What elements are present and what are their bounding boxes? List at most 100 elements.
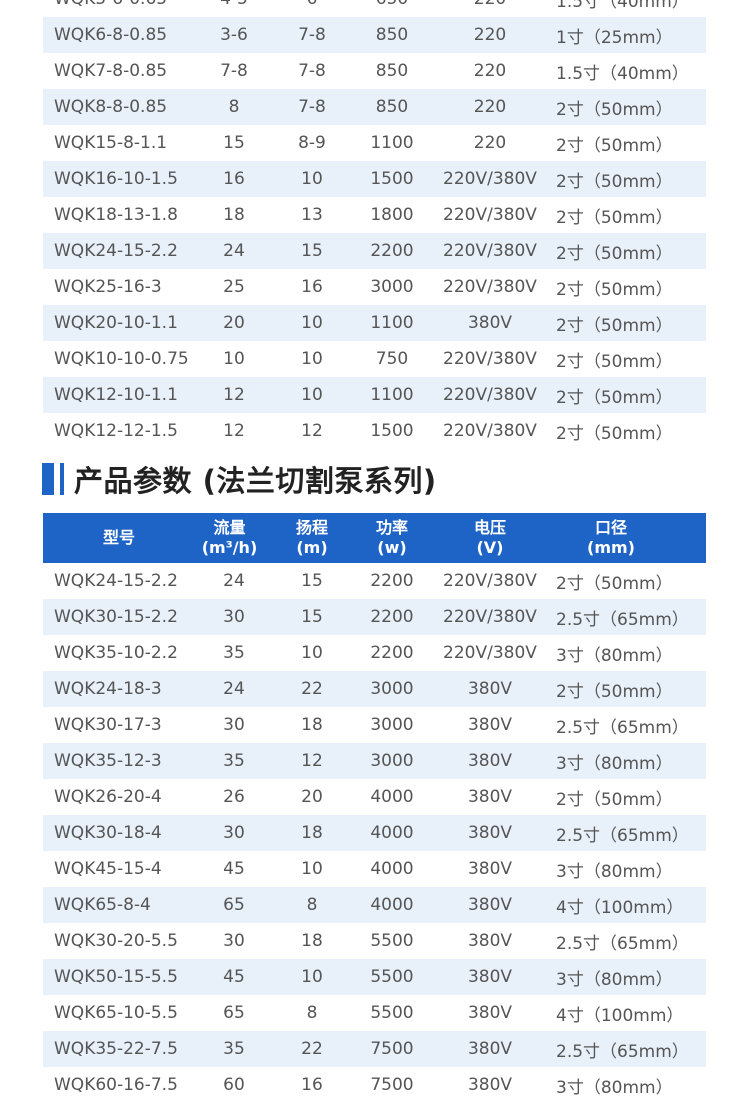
cell-power: 1100 <box>370 313 414 333</box>
cell-caliber: 2寸（50mm） <box>556 171 673 192</box>
cell-head: 10 <box>301 385 323 405</box>
cell-flow: 24 <box>223 571 245 591</box>
section-title: 产品参数 (法兰切割泵系列) <box>74 464 437 498</box>
cell-caliber: 2寸（50mm） <box>556 207 673 228</box>
cell-flow: 35 <box>223 1039 245 1059</box>
table-header-row: 型号 流量 (m³/h) 扬程 (m) 功率 (w) 电压 (V) 口径 (mm) <box>43 513 706 563</box>
cell-power: 4000 <box>370 823 414 843</box>
header-head: 扬程 (m) <box>295 518 328 557</box>
cell-power: 4000 <box>370 895 414 915</box>
table-row: WQK26-20-4 26 20 4000 380V 2寸（50mm） <box>43 779 706 815</box>
table-row: WQK35-22-7.5 35 22 7500 380V 2.5寸（65mm） <box>43 1031 706 1067</box>
cell-flow: 25 <box>223 277 245 297</box>
cell-head: 12 <box>301 421 323 441</box>
cell-model: WQK16-10-1.5 <box>54 169 178 189</box>
cell-caliber: 2寸（50mm） <box>556 573 673 594</box>
cell-head: 10 <box>301 859 323 879</box>
cell-head: 12 <box>301 751 323 771</box>
cell-caliber: 2寸（50mm） <box>556 789 673 810</box>
cell-power: 1500 <box>370 421 414 441</box>
cell-voltage: 380V <box>467 1039 513 1059</box>
cell-flow: 12 <box>223 385 245 405</box>
cell-power: 5500 <box>370 967 414 987</box>
table-row: WQK16-10-1.5 16 10 1500 220V/380V 2寸（50mm） <box>43 161 706 197</box>
cell-head: 18 <box>301 931 323 951</box>
cell-head: 8-9 <box>298 133 326 153</box>
cell-flow: 20 <box>223 313 245 333</box>
cell-caliber: 2寸（50mm） <box>556 315 673 336</box>
cell-power: 7500 <box>370 1039 414 1059</box>
header-model: 型号 <box>102 528 135 547</box>
cell-flow: 26 <box>223 787 245 807</box>
cell-model: WQK30-17-3 <box>54 715 162 735</box>
cell-voltage: 220V/380V <box>443 169 537 189</box>
cell-model: WQK30-20-5.5 <box>54 931 178 951</box>
cell-caliber: 1.5寸（40mm） <box>556 63 689 84</box>
heading-accent-bar <box>42 463 54 495</box>
cell-flow: 35 <box>223 751 245 771</box>
heading-accent-bar-thin <box>60 463 64 495</box>
cell-head: 7-8 <box>298 61 326 81</box>
cell-flow: 18 <box>223 205 245 225</box>
table-row: WQK24-15-2.2 24 15 2200 220V/380V 2寸（50mm） <box>43 233 706 269</box>
cell-voltage: 220V/380V <box>443 277 537 297</box>
table-row: WQK30-20-5.5 30 18 5500 380V 2.5寸（65mm） <box>43 923 706 959</box>
cell-caliber: 3寸（80mm） <box>556 645 673 666</box>
table-row: WQK45-15-4 45 10 4000 380V 3寸（80mm） <box>43 851 706 887</box>
cell-power: 7500 <box>370 1075 414 1095</box>
cell-voltage: 380V <box>467 787 513 807</box>
cell-voltage: 220 <box>424 0 556 9</box>
cell-power: 1500 <box>370 169 414 189</box>
cell-voltage: 220 <box>473 133 507 153</box>
cell-model: WQK5-6-0.65 <box>43 0 204 9</box>
cell-flow: 16 <box>223 169 245 189</box>
cell-head: 6 <box>264 0 360 9</box>
cell-caliber: 2寸（50mm） <box>556 351 673 372</box>
cell-voltage: 380V <box>467 1075 513 1095</box>
header-flow: 流量 (m³/h) <box>201 518 258 557</box>
table-row: WQK12-12-1.5 12 12 1500 220V/380V 2寸（50mm） <box>43 413 706 449</box>
cell-model: WQK35-22-7.5 <box>54 1039 178 1059</box>
cell-model: WQK60-16-7.5 <box>54 1075 178 1095</box>
cell-power: 2200 <box>370 643 414 663</box>
cell-caliber: 2寸（50mm） <box>556 681 673 702</box>
cell-voltage: 220V/380V <box>443 607 537 627</box>
cell-caliber: 2.5寸（65mm） <box>556 609 689 630</box>
cell-head: 7-8 <box>298 25 326 45</box>
table-row: WQK6-8-0.85 3-6 7-8 850 220 1寸（25mm） <box>43 17 706 53</box>
cell-caliber: 4寸（100mm） <box>556 897 684 918</box>
cell-voltage: 220 <box>473 61 507 81</box>
cell-power: 1100 <box>370 133 414 153</box>
section-heading: 产品参数 (法兰切割泵系列) <box>42 457 437 501</box>
header-caliber: 口径 (mm) <box>587 518 635 557</box>
table-row: WQK10-10-0.75 10 10 750 220V/380V 2寸（50mm） <box>43 341 706 377</box>
cell-flow: 8 <box>228 97 240 117</box>
cell-voltage: 380V <box>467 895 513 915</box>
cell-model: WQK35-10-2.2 <box>54 643 178 663</box>
table-row: WQK7-8-0.85 7-8 7-8 850 220 1.5寸（40mm） <box>43 53 706 89</box>
cell-model: WQK65-8-4 <box>54 895 151 915</box>
cell-voltage: 380V <box>467 751 513 771</box>
cell-voltage: 380V <box>467 1003 513 1023</box>
table-row: WQK20-10-1.1 20 10 1100 380V 2寸（50mm） <box>43 305 706 341</box>
cell-voltage: 220 <box>473 97 507 117</box>
cell-caliber: 1寸（25mm） <box>556 27 673 48</box>
cell-head: 10 <box>301 169 323 189</box>
cell-flow: 45 <box>223 859 245 879</box>
table-row: WQK5-6-0.654-566502201.5寸（40mm） <box>43 0 706 17</box>
cell-model: WQK65-10-5.5 <box>54 1003 178 1023</box>
cell-power: 2200 <box>370 241 414 261</box>
cell-model: WQK20-10-1.1 <box>54 313 178 333</box>
cell-caliber: 2寸（50mm） <box>556 423 673 444</box>
cell-model: WQK30-15-2.2 <box>54 607 178 627</box>
cell-caliber: 2.5寸（65mm） <box>556 717 689 738</box>
cell-power: 850 <box>375 25 409 45</box>
cell-power: 3000 <box>370 679 414 699</box>
cell-model: WQK18-13-1.8 <box>54 205 178 225</box>
cell-model: WQK45-15-4 <box>54 859 162 879</box>
cell-voltage: 220 <box>473 25 507 45</box>
cell-head: 10 <box>301 643 323 663</box>
cell-power: 1100 <box>370 385 414 405</box>
cell-flow: 35 <box>223 643 245 663</box>
cell-voltage: 220V/380V <box>443 643 537 663</box>
